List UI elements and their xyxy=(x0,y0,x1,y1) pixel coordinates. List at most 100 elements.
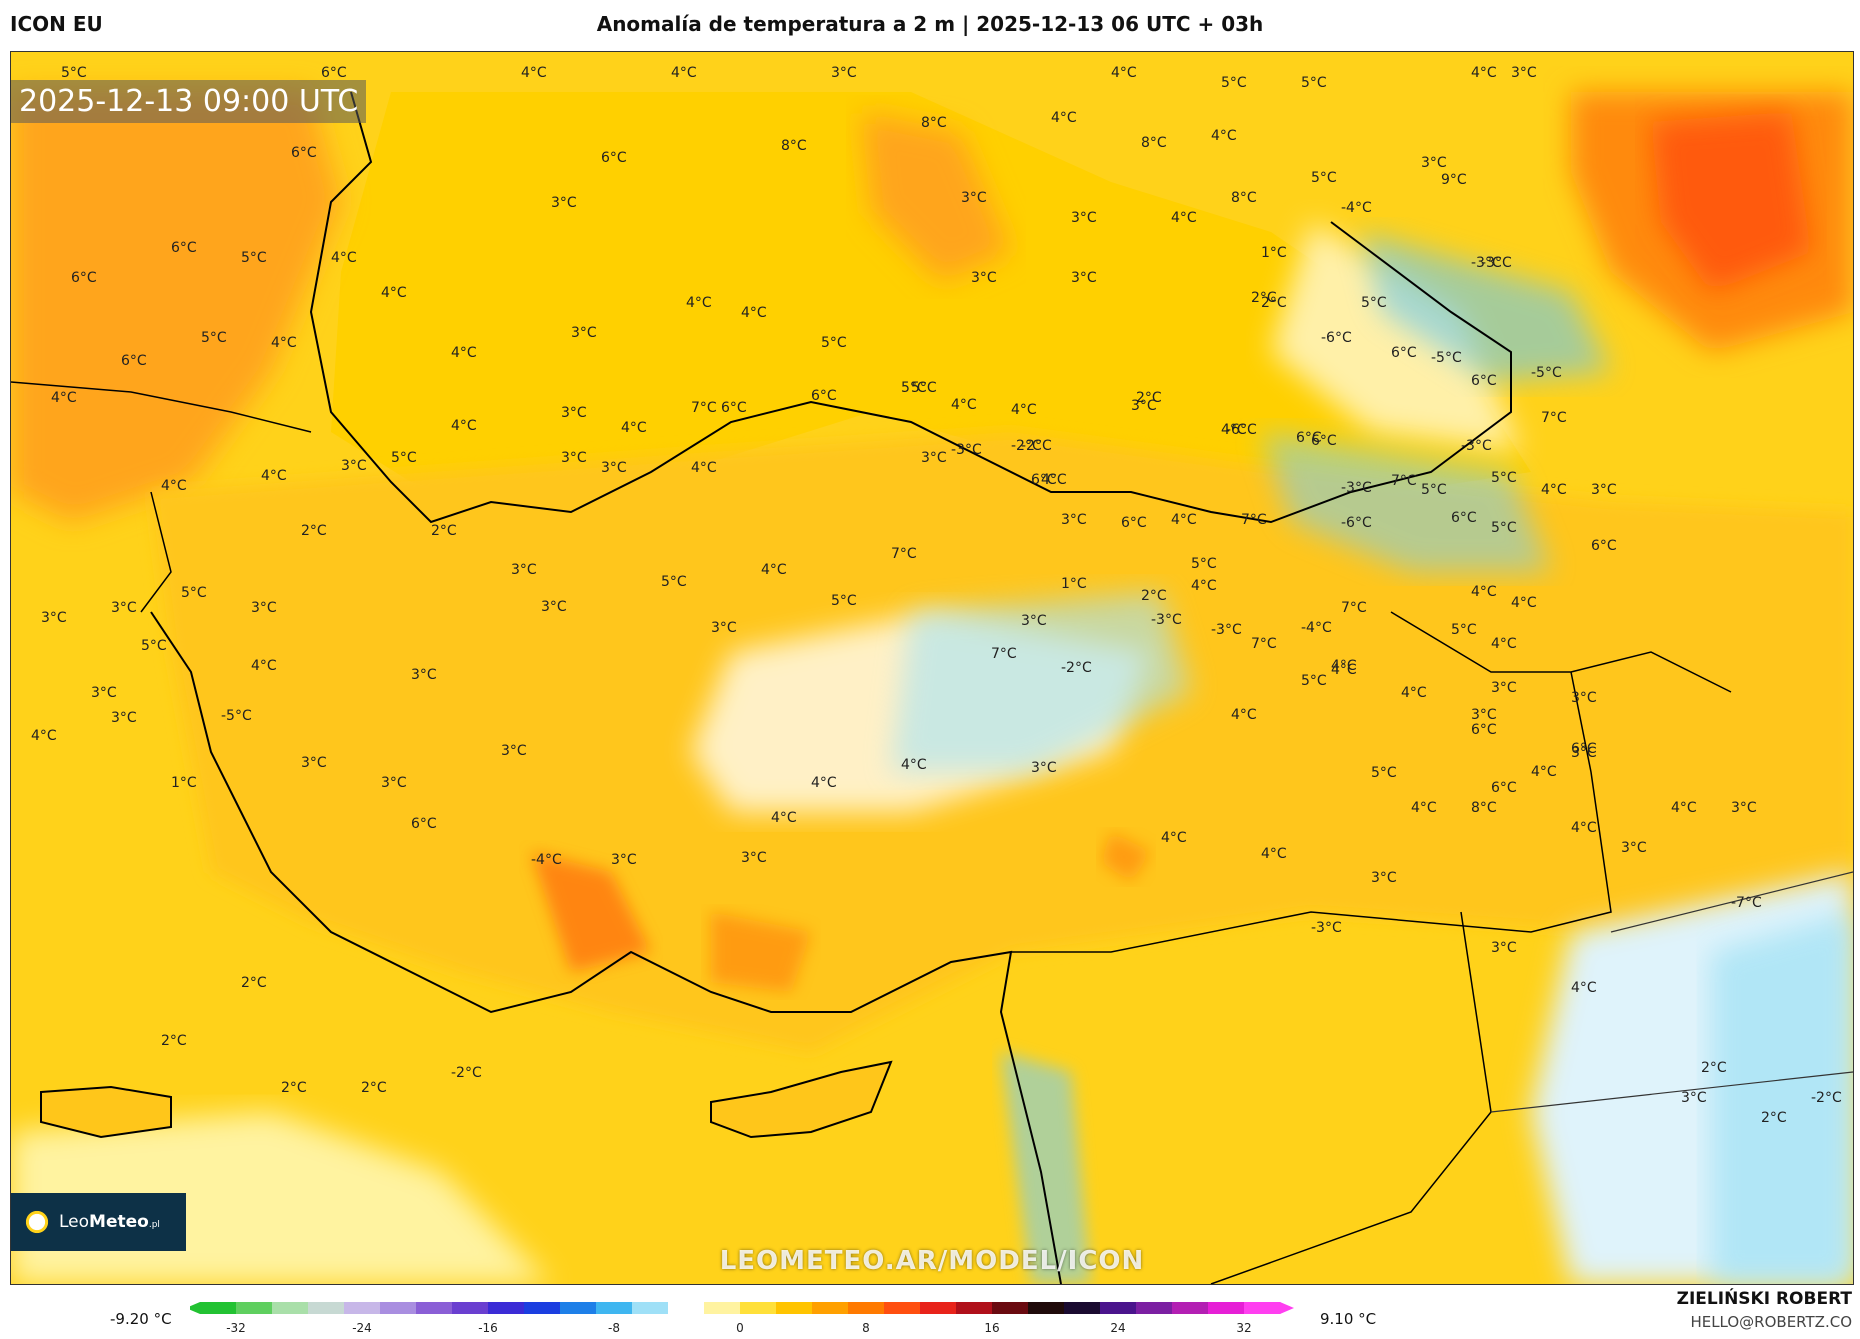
legend-tick-label: -32 xyxy=(226,1321,246,1335)
temperature-label: 4°C xyxy=(1221,422,1247,438)
temperature-label: 6°C xyxy=(1296,430,1322,446)
temperature-label: 3°C xyxy=(921,450,947,466)
temperature-label: 4°C xyxy=(381,285,407,301)
temperature-label: 4°C xyxy=(1161,830,1187,846)
legend-color-swatch xyxy=(1028,1302,1065,1314)
temperature-label: 6°C xyxy=(1591,538,1617,554)
temperature-label: 3°C xyxy=(1621,840,1647,856)
legend-color-swatch xyxy=(1064,1302,1101,1314)
border-line xyxy=(11,381,1732,1284)
legend-color-swatch xyxy=(344,1302,381,1314)
temperature-label: -5°C xyxy=(1531,365,1562,381)
hot-area xyxy=(1651,112,1811,292)
temperature-label: 2°C xyxy=(1136,390,1162,406)
leometeo-logo: LeoMeteo.pl xyxy=(11,1193,186,1251)
temperature-label: 4°C xyxy=(686,295,712,311)
temperature-label: 6°C xyxy=(1451,510,1477,526)
temperature-label: 6°C xyxy=(1471,722,1497,738)
temperature-label: -3°C xyxy=(951,442,982,458)
temperature-label: 4°C xyxy=(1051,110,1077,126)
temperature-label: 3°C xyxy=(541,599,567,615)
temperature-label: 4°C xyxy=(51,390,77,406)
temperature-label: 6°C xyxy=(721,400,747,416)
temperature-label: 4°C xyxy=(1191,578,1217,594)
temperature-labels: 5°C 6°C 4°C 4°C 3°C 4°C5°C 5°C4°C 3°C6°C 6°C8°C8… xyxy=(31,65,1842,1126)
temperature-label: 4°C xyxy=(811,775,837,791)
temperature-label: 5°C xyxy=(61,65,87,81)
temperature-label: 4°C xyxy=(1331,658,1357,674)
temperature-label: 5°C xyxy=(1491,520,1517,536)
temperature-label: 5°C xyxy=(1421,482,1447,498)
legend-color-swatch xyxy=(704,1302,741,1314)
warm-area xyxy=(11,92,341,522)
temperature-label: 5°C xyxy=(1301,75,1327,91)
cool-area xyxy=(891,592,1191,772)
border-line xyxy=(1490,871,1853,1113)
temperature-label: 6°C xyxy=(291,145,317,161)
temperature-label: 4°C xyxy=(1211,128,1237,144)
temperature-label: 4°C xyxy=(1541,482,1567,498)
temperature-label: 8°C xyxy=(921,115,947,131)
temperature-label: 3°C xyxy=(601,460,627,476)
temperature-label: 3°C xyxy=(91,685,117,701)
temperature-anomaly-map: 5°C 6°C 4°C 4°C 3°C 4°C 5°C 5°C 4°C 3°C 6°C 6°C 8°C 8… xyxy=(10,51,1854,1285)
temperature-label: -2°C xyxy=(1061,660,1092,676)
temperature-label: -6°C xyxy=(1226,422,1257,438)
temperature-label: 2°C xyxy=(1251,290,1277,306)
legend-tick-label: 32 xyxy=(1236,1321,1251,1335)
temperature-label: 4°C xyxy=(1171,512,1197,528)
temperature-label: 8°C xyxy=(1141,135,1167,151)
logo-text: LeoMeteo.pl xyxy=(59,1212,160,1232)
temperature-label: 3°C xyxy=(551,195,577,211)
temperature-label: 3°C xyxy=(1571,745,1597,761)
temperature-label: 4°C xyxy=(1511,595,1537,611)
temperature-label: -3°C xyxy=(1481,255,1512,271)
temperature-label: 3°C xyxy=(1571,690,1597,706)
cool-area xyxy=(1711,912,1853,1284)
legend-color-swatch xyxy=(452,1302,489,1314)
temperature-label: 4°C xyxy=(1011,402,1037,418)
legend-min-label: -9.20 °C xyxy=(110,1310,172,1328)
legend-arrow-left xyxy=(190,1302,200,1314)
temperature-label: 2°C xyxy=(301,523,327,539)
temperature-label: 3°C xyxy=(1491,940,1517,956)
temperature-label: 4°C xyxy=(1531,764,1557,780)
temperature-label: 5°C xyxy=(911,380,937,396)
temperature-label: 6°C xyxy=(811,388,837,404)
temperature-label: 6°C xyxy=(1491,780,1517,796)
temperature-label: 5°C xyxy=(201,330,227,346)
legend-color-swatch xyxy=(380,1302,417,1314)
temperature-label: -5°C xyxy=(221,708,252,724)
temperature-label: 4°C xyxy=(1401,685,1427,701)
temperature-label: 3°C xyxy=(831,65,857,81)
temperature-label: 8°C xyxy=(781,138,807,154)
temperature-label: 6°C xyxy=(71,270,97,286)
crete-outline xyxy=(40,1085,172,1139)
legend-color-swatch xyxy=(1100,1302,1137,1314)
map-watermark: LEOMETEO.AR/MODEL/ICON xyxy=(719,1246,1145,1276)
temperature-label: 3°C xyxy=(301,755,327,771)
legend-color-swatch xyxy=(632,1302,669,1314)
temperature-label: 2°C xyxy=(431,523,457,539)
temperature-label: 4°C xyxy=(901,757,927,773)
legend-color-swatch xyxy=(200,1302,237,1314)
temperature-label: 2°C xyxy=(241,975,267,991)
legend-tick-label: 8 xyxy=(862,1321,870,1335)
temperature-label: 7°C xyxy=(1391,473,1417,489)
legend-tick-label: -24 xyxy=(352,1321,372,1335)
temperature-label: 4°C xyxy=(451,345,477,361)
temperature-label: 5°C xyxy=(1221,75,1247,91)
temperature-label: -2°C xyxy=(1021,438,1052,454)
temperature-label: 4°C xyxy=(1571,820,1597,836)
temperature-label: 8°C xyxy=(1231,190,1257,206)
temperature-label: 3°C xyxy=(971,270,997,286)
temperature-label: 5°C xyxy=(821,335,847,351)
temperature-label: 4°C xyxy=(271,335,297,351)
cool-area xyxy=(1261,432,1551,572)
temperature-label: 3°C xyxy=(1371,870,1397,886)
temperature-label: -5°C xyxy=(1431,350,1462,366)
temperature-label: 3°C xyxy=(1021,613,1047,629)
temperature-label: -3°C xyxy=(1471,255,1502,271)
legend-tick-label: -8 xyxy=(608,1321,620,1335)
chart-title: Anomalía de temperatura a 2 m | 2025-12-… xyxy=(596,12,1264,36)
